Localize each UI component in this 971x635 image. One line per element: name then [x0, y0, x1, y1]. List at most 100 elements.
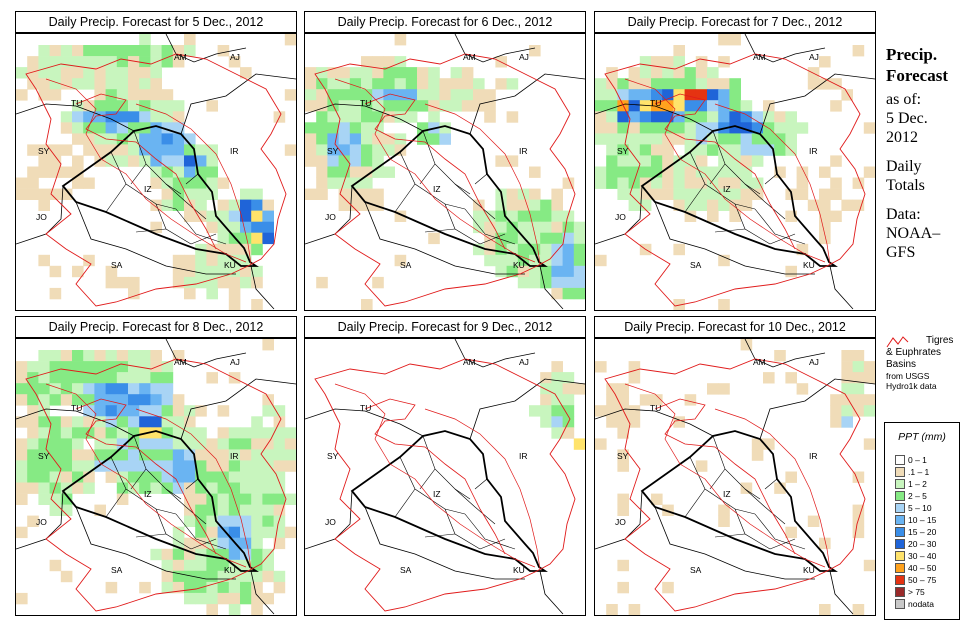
precip-cell: [628, 89, 641, 101]
map-canvas: AM AJ TU SY IR JO SA KU IZ: [595, 339, 875, 615]
precip-cell: [506, 78, 519, 90]
legend-label: 50 – 75: [908, 575, 937, 585]
precip-cell: [628, 100, 641, 112]
precip-cell: [240, 581, 252, 594]
daily-label: Daily: [886, 158, 922, 175]
precip-cell: [27, 438, 39, 450]
precip-cell: [617, 89, 629, 101]
precip-cell: [551, 405, 563, 417]
saudi-border: [654, 201, 815, 275]
precip-cell: [116, 394, 129, 406]
precip-cell: [128, 78, 140, 90]
province-boundary: [135, 228, 167, 233]
province-boundary: [110, 151, 177, 210]
precip-cell: [184, 559, 196, 572]
precip-cell: [72, 416, 84, 428]
precip-cell: [562, 383, 575, 395]
precip-cell: [195, 177, 207, 189]
precip-cell: [105, 265, 118, 278]
precip-cell: [262, 232, 274, 245]
precip-cell: [729, 155, 741, 167]
precip-cell: [105, 383, 118, 395]
province-boundary: [399, 456, 466, 515]
precip-cell: [195, 570, 207, 583]
precip-cell: [830, 394, 842, 406]
country-label: KU: [803, 565, 815, 575]
precip-cell: [606, 166, 618, 178]
precip-cell: [841, 394, 853, 406]
precip-cell: [617, 559, 629, 572]
precip-cell: [684, 67, 697, 79]
data-label: Data:: [886, 206, 921, 223]
precip-cell: [551, 416, 563, 428]
precip-cell: [595, 100, 607, 112]
precip-cell: [16, 592, 28, 605]
precip-cell: [150, 548, 162, 561]
precip-cell: [740, 177, 753, 189]
precip-cell: [562, 243, 575, 256]
precip-cell: [262, 449, 274, 461]
precip-cell: [718, 199, 730, 211]
basin-inner-outline: [75, 93, 217, 250]
panel-title: Daily Precip. Forecast for 5 Dec., 2012: [15, 11, 297, 33]
precip-cell: [763, 100, 775, 112]
precip-cell: [60, 471, 73, 483]
precip-cell: [751, 122, 764, 134]
precip-cell: [383, 166, 395, 178]
caspian-coast: [165, 34, 247, 63]
precip-cell: [60, 416, 73, 428]
precip-cell: [94, 427, 106, 439]
precip-grid: [305, 34, 585, 310]
precip-cell: [184, 405, 196, 417]
province-boundary: [419, 468, 436, 490]
legend-row: 10 – 15: [895, 515, 957, 526]
precip-cell: [349, 111, 362, 123]
turkey-border: [595, 408, 714, 437]
precip-cell: [251, 449, 263, 461]
precip-cell: [240, 548, 252, 561]
precip-cell: [251, 460, 263, 472]
precip-cell: [49, 416, 62, 428]
euphrates-river: [624, 383, 826, 568]
precip-cell: [72, 166, 84, 178]
province-boundary: [744, 488, 786, 525]
precip-cell: [228, 526, 241, 539]
precip-cell: [617, 504, 629, 516]
precip-cell: [172, 471, 185, 483]
precip-cell: [273, 482, 286, 494]
precip-cell: [206, 372, 218, 384]
precip-cell: [94, 383, 106, 395]
precip-cell: [172, 427, 185, 439]
country-label: IZ: [723, 184, 731, 194]
country-label: SY: [327, 146, 339, 156]
precip-cell: [417, 78, 429, 90]
precip-cell: [161, 482, 174, 494]
precip-cell: [161, 471, 174, 483]
precip-cell: [94, 78, 106, 90]
precip-cell: [94, 350, 106, 362]
iran-border: [180, 378, 296, 440]
precip-cell: [439, 133, 451, 145]
precip-cell: [417, 100, 429, 112]
legend-row: > 75: [895, 587, 957, 598]
precip-cell: [161, 416, 174, 428]
precip-cell: [540, 254, 552, 267]
precip-cell: [506, 111, 519, 123]
precip-cell: [105, 416, 118, 428]
precip-cell: [72, 372, 84, 384]
precip-cell: [863, 438, 875, 450]
precip-cell: [673, 56, 685, 68]
precip-cell: [417, 133, 429, 145]
precip-cell: [128, 427, 140, 439]
precip-cell: [450, 67, 463, 79]
precip-cell: [684, 133, 697, 145]
legend-row: 50 – 75: [895, 575, 957, 586]
precip-cell: [819, 232, 831, 245]
precip-cell: [240, 210, 252, 222]
precip-cell: [83, 361, 95, 373]
precip-cell: [60, 493, 73, 505]
precip-cell: [785, 122, 797, 134]
precip-cell: [195, 559, 207, 572]
precip-cell: [551, 243, 563, 256]
forecast-panel-dec-8: Daily Precip. Forecast for 8 Dec., 2012 …: [15, 316, 297, 616]
